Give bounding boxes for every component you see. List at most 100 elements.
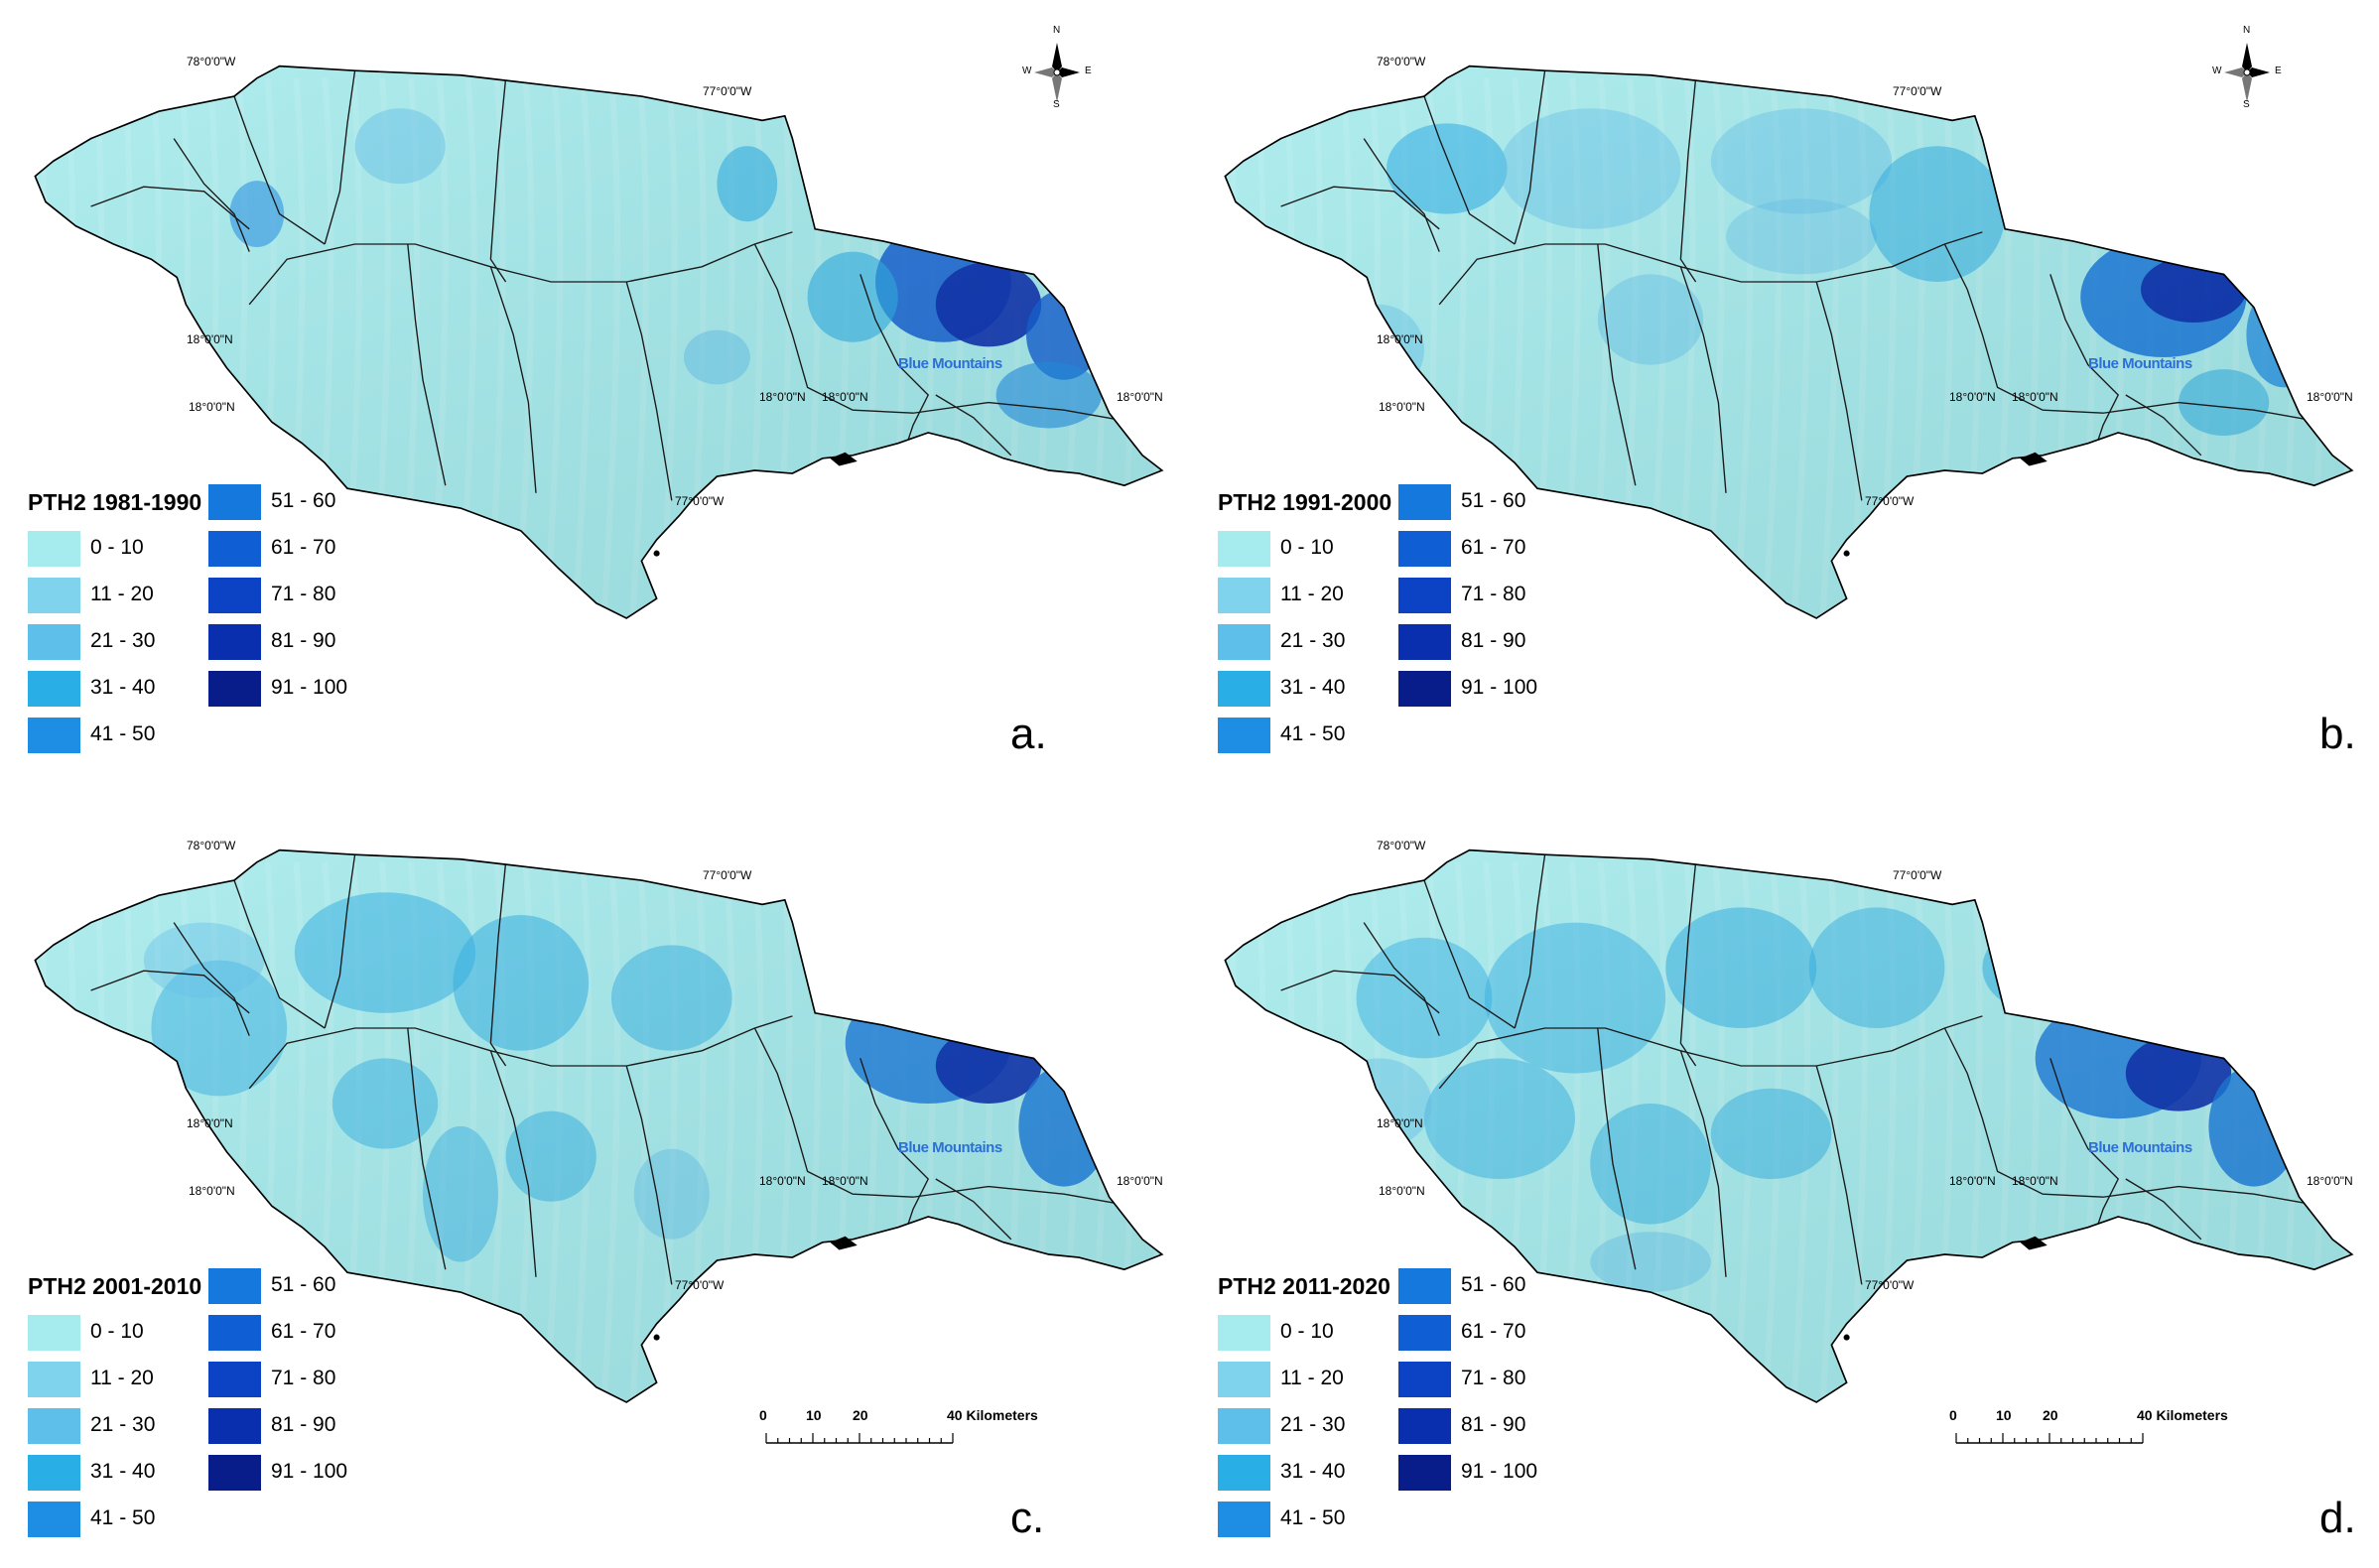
parish-boundary xyxy=(489,266,537,493)
coord-lat-west: 18°0'0"N xyxy=(1379,1184,1425,1198)
relief-streak xyxy=(1117,861,1136,1402)
legend-item: 61 - 70 xyxy=(1398,531,1557,567)
map-canvas xyxy=(1224,849,2354,1403)
place-label-blue-mountains: Blue Mountains xyxy=(898,355,1002,372)
palisadoes xyxy=(830,1236,858,1250)
parish-boundary xyxy=(935,1178,1012,1241)
palisadoes xyxy=(2020,1236,2048,1250)
coord-lon-east: 77°0'0"W xyxy=(703,868,752,882)
parish-boundary xyxy=(1597,243,1637,486)
coord-lat-mid: 18°0'0"N xyxy=(1949,390,1996,404)
legend-swatch xyxy=(208,484,261,520)
coastline xyxy=(34,65,1164,619)
legend-item: 81 - 90 xyxy=(208,1408,367,1444)
legend-swatch xyxy=(1218,1455,1270,1491)
legend-item: 51 - 60 xyxy=(208,1268,367,1304)
parish-boundary xyxy=(324,70,356,245)
legend-swatch xyxy=(208,624,261,660)
coord-lat-left: 18°0'0"N xyxy=(1377,332,1423,346)
legend-swatch xyxy=(1218,578,1270,613)
scale-bar-label: 40 Kilometers xyxy=(947,1407,1038,1423)
legend-swatch xyxy=(1398,1408,1451,1444)
legend-label: 51 - 60 xyxy=(271,489,336,512)
place-label-blue-mountains: Blue Mountains xyxy=(2088,355,2192,372)
legend-item: 31 - 40 xyxy=(28,1455,187,1491)
parish-boundary xyxy=(248,231,793,306)
parish-boundary xyxy=(173,138,250,252)
legend-title: PTH2 2011-2020 xyxy=(1218,1273,1390,1299)
parish-boundary xyxy=(2049,1058,2120,1233)
coord-lon-south: 77°0'0"W xyxy=(675,494,725,508)
parish-boundary xyxy=(753,1027,1132,1208)
parish-boundary xyxy=(489,77,507,283)
palisadoes xyxy=(2020,452,2048,466)
legend-swatch xyxy=(208,671,261,707)
legend-label: 21 - 30 xyxy=(90,1413,156,1436)
legend-item: 61 - 70 xyxy=(1398,1315,1557,1351)
legend-swatch xyxy=(1398,671,1451,707)
relief-streak xyxy=(1088,861,1109,1402)
legend-item: 11 - 20 xyxy=(28,1362,187,1397)
panel-letter: d. xyxy=(2319,1494,2356,1542)
compass-s-label: S xyxy=(2243,99,2250,110)
parish-boundary xyxy=(1943,1027,2322,1208)
legend-item: 71 - 80 xyxy=(1398,1362,1557,1397)
parish-boundary xyxy=(1679,77,1697,283)
legend-item: 41 - 50 xyxy=(1218,718,1377,753)
legend-label: 51 - 60 xyxy=(1461,489,1526,512)
legend-item: 0 - 10 xyxy=(28,531,187,567)
parish-boundary xyxy=(1943,243,2322,424)
legend-swatch xyxy=(1398,624,1451,660)
relief-streak xyxy=(2335,77,2352,618)
cay xyxy=(1843,550,1850,557)
legend-swatch xyxy=(28,1315,80,1351)
legend-label: 61 - 70 xyxy=(1461,1320,1526,1343)
scale-bar-label: 20 xyxy=(2043,1407,2058,1423)
compass-w-label: W xyxy=(2212,65,2222,76)
legend-swatch xyxy=(208,531,261,567)
compass-n-label: N xyxy=(1053,25,1061,36)
legend-swatch xyxy=(28,531,80,567)
legend-item: 81 - 90 xyxy=(1398,1408,1557,1444)
legend-item: 71 - 80 xyxy=(1398,578,1557,613)
parish-boundary xyxy=(859,274,930,449)
legend-item: 61 - 70 xyxy=(208,531,367,567)
legend-swatch xyxy=(28,1408,80,1444)
map-canvas xyxy=(34,849,1164,1403)
map-panel-b: 78°0'0"W 77°0'0"W 18°0'0"N 18°0'0"N 18°0'0"N… xyxy=(1190,0,2379,784)
legend-swatch xyxy=(28,624,80,660)
legend-label: 11 - 20 xyxy=(90,1367,154,1389)
coord-lat-mid2: 18°0'0"N xyxy=(2012,390,2058,404)
legend-swatch xyxy=(208,1455,261,1491)
parish-boundary xyxy=(1280,970,1440,1014)
legend-item: 0 - 10 xyxy=(1218,1315,1377,1351)
legend-label: 71 - 80 xyxy=(1461,583,1526,605)
coord-lat-mid2: 18°0'0"N xyxy=(822,1174,868,1188)
coord-lat-left: 18°0'0"N xyxy=(1377,1116,1423,1130)
legend-item: 11 - 20 xyxy=(1218,1362,1377,1397)
legend-item: 41 - 50 xyxy=(1218,1502,1377,1537)
legend-swatch xyxy=(28,1502,80,1537)
legend-item: 41 - 50 xyxy=(28,718,187,753)
legend-swatch xyxy=(28,718,80,753)
legend-item: 91 - 100 xyxy=(1398,1455,1557,1491)
legend-label: 81 - 90 xyxy=(271,629,336,652)
coord-lat-left: 18°0'0"N xyxy=(187,332,233,346)
parish-boundary xyxy=(489,1050,537,1277)
legend-swatch xyxy=(28,1362,80,1397)
compass-n-label: N xyxy=(2243,25,2251,36)
legend-label: 0 - 10 xyxy=(1280,1320,1334,1343)
coord-lon-east: 77°0'0"W xyxy=(1893,84,1942,98)
legend-item: 31 - 40 xyxy=(28,671,187,707)
panel-letter: c. xyxy=(1010,1494,1045,1542)
parish-boundary xyxy=(1679,861,1697,1067)
legend-item: 51 - 60 xyxy=(1398,1268,1557,1304)
legend-label: 81 - 90 xyxy=(1461,1413,1526,1436)
legend-label: 41 - 50 xyxy=(1280,1506,1346,1529)
coord-lat-right: 18°0'0"N xyxy=(2307,1174,2353,1188)
relief-streak xyxy=(1117,77,1136,618)
coord-lat-mid2: 18°0'0"N xyxy=(2012,1174,2058,1188)
parish-boundary xyxy=(1423,95,1516,245)
north-arrow-icon xyxy=(1022,25,1092,114)
coord-lat-mid2: 18°0'0"N xyxy=(822,390,868,404)
